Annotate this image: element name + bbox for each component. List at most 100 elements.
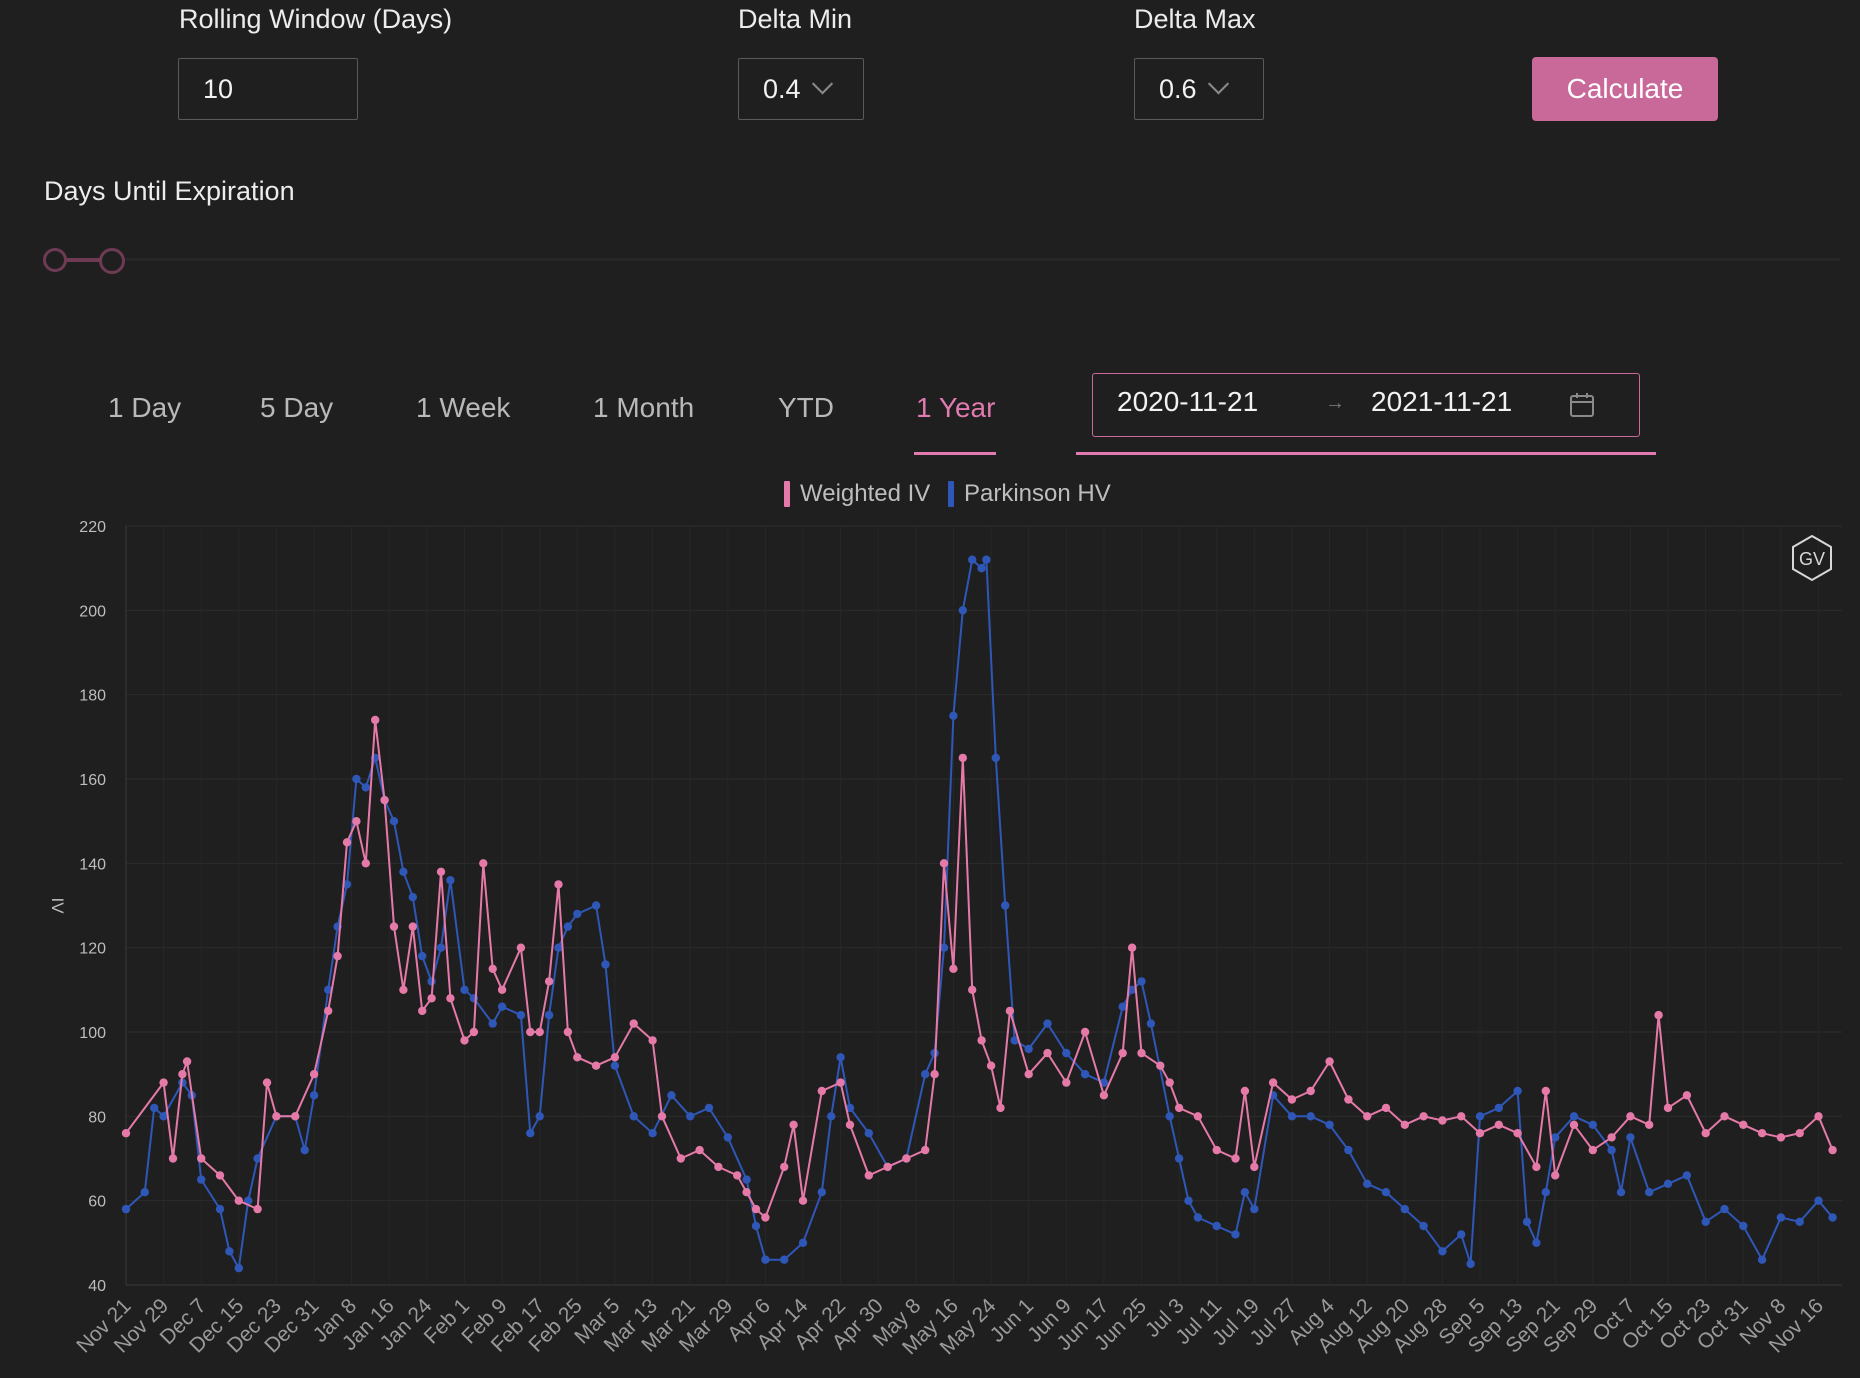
weighted-iv-point [352, 817, 361, 826]
parkinson-hv-point [352, 774, 361, 784]
tab-5-day[interactable]: 5 Day [260, 392, 334, 423]
weighted-iv-point [902, 1154, 911, 1163]
weighted-iv-point [1626, 1112, 1635, 1121]
calendar-icon[interactable] [1569, 392, 1595, 418]
parkinson-hv-point [686, 1112, 695, 1121]
parkinson-hv-point [436, 943, 446, 952]
weighted-iv-point [845, 1120, 855, 1129]
weighted-iv-point [657, 1112, 667, 1121]
parkinson-hv-point [1626, 1133, 1635, 1142]
weighted-iv-point [1569, 1120, 1579, 1129]
y-tick-label: 40 [88, 1278, 106, 1295]
y-axis: 40 60 80 100 120 140 160 180 200 220 [79, 519, 106, 1295]
parkinson-hv-point [121, 1204, 131, 1214]
delta-max-select[interactable]: 0.6 [1134, 58, 1264, 120]
parkinson-hv-point [563, 922, 573, 931]
weighted-iv-point [742, 1188, 751, 1197]
weighted-iv-point [977, 1036, 986, 1045]
parkinson-hv-point [704, 1103, 714, 1113]
parkinson-hv-point [968, 555, 977, 564]
dte-label: Days Until Expiration [44, 176, 295, 206]
weighted-iv-point [479, 859, 488, 868]
chart-grid [125, 525, 1842, 1286]
weighted-iv-point [488, 964, 497, 973]
parkinson-hv-point [215, 1204, 225, 1214]
parkinson-hv-point [342, 880, 352, 889]
parkinson-hv-point [244, 1196, 253, 1205]
date-range-picker[interactable]: 2020-11-21 → 2021-11-21 [1092, 373, 1640, 437]
legend-parkinson-hv[interactable]: Parkinson HV [948, 480, 1111, 508]
weighted-iv-point [1654, 1010, 1663, 1020]
tab-1-week[interactable]: 1 Week [416, 392, 511, 423]
weighted-iv-point [629, 1019, 638, 1028]
parkinson-hv-point [977, 564, 986, 573]
weighted-iv-point [1828, 1145, 1837, 1155]
parkinson-hv-point [544, 1010, 554, 1020]
tab-1-day[interactable]: 1 Day [108, 392, 182, 423]
parkinson-hv-point [1645, 1188, 1654, 1197]
weighted-iv-point [864, 1171, 873, 1180]
legend-weighted-iv[interactable]: Weighted IV [784, 480, 930, 508]
weighted-iv-point [1127, 943, 1137, 952]
weighted-iv-point [182, 1057, 192, 1066]
parkinson-hv-point [427, 977, 436, 986]
weighted-iv-point [262, 1078, 272, 1087]
tab-1-year[interactable]: 1 Year [916, 392, 996, 423]
parkinson-hv-point [1381, 1188, 1391, 1197]
parkinson-hv-point [573, 909, 582, 919]
weighted-iv-point [751, 1204, 761, 1214]
dte-slider-max-handle[interactable] [99, 248, 125, 274]
parkinson-hv-point [1607, 1145, 1616, 1155]
delta-min-value: 0.4 [763, 73, 801, 104]
parkinson-hv-point [601, 960, 610, 969]
weighted-iv-point [1541, 1086, 1551, 1096]
parkinson-hv-point [1701, 1217, 1710, 1226]
dte-slider-min-handle[interactable] [43, 248, 67, 272]
parkinson-hv-point [1099, 1078, 1109, 1087]
parkinson-hv-point [1438, 1247, 1447, 1256]
parkinson-hv-point [1400, 1204, 1410, 1214]
weighted-iv-point [1494, 1120, 1504, 1129]
weighted-iv-point [883, 1162, 892, 1172]
chevron-down-icon [811, 72, 833, 94]
weighted-iv-point [921, 1145, 930, 1155]
date-range-underline [1076, 452, 1656, 455]
rolling-window-input[interactable]: 10 [178, 58, 358, 120]
parkinson-hv-line [125, 558, 1834, 1270]
weighted-iv-point [563, 1027, 573, 1037]
parkinson-hv-point [159, 1112, 168, 1121]
tab-ytd[interactable]: YTD [778, 392, 834, 423]
weighted-iv-line [125, 719, 1834, 1219]
gv-badge[interactable]: GV [1792, 534, 1832, 582]
date-range-start[interactable]: 2020-11-21 [1117, 386, 1259, 417]
calculate-button[interactable]: Calculate [1532, 57, 1718, 121]
weighted-iv-point [676, 1154, 685, 1163]
weighted-iv-point [836, 1078, 845, 1087]
weighted-iv-point [1325, 1057, 1334, 1066]
weighted-iv-point [1062, 1078, 1071, 1087]
legend-swatch-hv [948, 481, 954, 507]
weighted-iv-point [1795, 1129, 1804, 1138]
parkinson-hv-point [667, 1091, 676, 1100]
parkinson-hv-point [845, 1103, 855, 1113]
parkinson-hv-point [1062, 1048, 1071, 1058]
parkinson-hv-point [751, 1221, 761, 1231]
rolling-window-label: Rolling Window (Days) [179, 4, 453, 34]
parkinson-hv-point [1494, 1103, 1504, 1113]
tab-1-month[interactable]: 1 Month [593, 392, 695, 423]
dte-slider-track[interactable] [44, 258, 1840, 261]
weighted-iv-point [1532, 1162, 1541, 1172]
weighted-iv-point [1588, 1145, 1598, 1155]
rolling-window-value: 10 [203, 73, 234, 104]
weighted-iv-point [253, 1204, 262, 1214]
parkinson-hv-point [516, 1010, 526, 1020]
weighted-iv-point [389, 922, 399, 931]
weighted-iv-point [714, 1162, 723, 1172]
parkinson-hv-point [526, 1129, 535, 1138]
parkinson-hv-point [399, 867, 408, 876]
date-range-end[interactable]: 2021-11-21 [1371, 386, 1513, 417]
delta-min-select[interactable]: 0.4 [738, 58, 864, 120]
parkinson-hv-point [742, 1175, 751, 1184]
weighted-iv-point [215, 1171, 225, 1180]
